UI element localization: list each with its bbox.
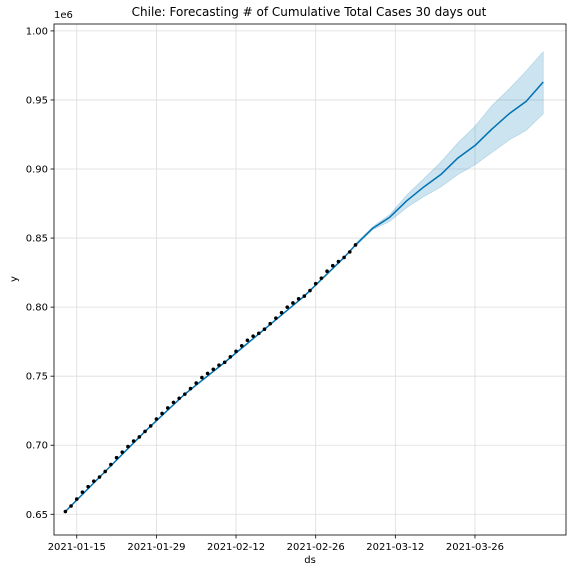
observed-point — [86, 484, 90, 489]
y-tick-label: 0.70 — [26, 441, 48, 452]
observed-point — [313, 281, 318, 286]
y-tick-label: 0.65 — [26, 510, 48, 521]
y-tick-label: 1.00 — [26, 26, 48, 37]
observed-point — [217, 363, 221, 367]
x-tick-label: 2021-02-26 — [287, 542, 345, 553]
observed-point — [222, 360, 227, 365]
plot-frame — [53, 23, 567, 536]
observed-point — [120, 450, 125, 454]
observed-point — [137, 435, 142, 439]
observed-point — [69, 504, 73, 508]
observed-point — [183, 392, 187, 396]
observed-point — [143, 429, 147, 434]
x-tick-label: 2021-03-12 — [366, 542, 424, 553]
y-tick-label: 0.75 — [26, 372, 48, 383]
observed-point — [239, 343, 244, 348]
observed-point — [330, 263, 335, 268]
observed-point — [245, 338, 250, 343]
observed-point — [291, 301, 295, 305]
observed-point — [296, 297, 301, 301]
y-offset-label: 1e6 — [54, 10, 73, 21]
observed-point — [188, 386, 193, 391]
observed-point — [97, 475, 102, 479]
observed-point — [131, 439, 136, 443]
observed-point — [325, 269, 329, 274]
x-tick-label: 2021-02-12 — [207, 542, 265, 553]
observed-point — [285, 305, 290, 309]
observed-point — [148, 424, 153, 428]
x-tick-label: 2021-01-29 — [127, 542, 185, 553]
grid-layer — [54, 24, 566, 535]
observed-point — [165, 406, 170, 410]
observed-point — [279, 310, 284, 315]
observed-point — [262, 327, 267, 332]
observed-point — [114, 455, 119, 460]
observed-point — [205, 371, 210, 376]
observed-point — [177, 396, 181, 401]
observed-point — [171, 400, 176, 405]
observed-point — [63, 509, 68, 514]
observed-point — [274, 316, 278, 320]
observed-point — [319, 276, 324, 280]
observed-point — [80, 490, 85, 494]
y-tick-label: 0.90 — [26, 165, 48, 176]
observed-point — [74, 497, 79, 501]
observed-point — [109, 462, 113, 467]
observed-point — [160, 411, 164, 416]
observed-point — [257, 331, 261, 336]
y-tick-label: 0.80 — [26, 303, 48, 314]
observed-point — [200, 375, 204, 380]
observed-point — [126, 444, 130, 449]
observed-point — [211, 367, 216, 372]
y-tick-label: 0.85 — [26, 234, 48, 245]
observed-point — [308, 288, 312, 293]
x-tick-label: 2021-03-26 — [446, 542, 504, 553]
observed-point — [302, 294, 307, 298]
observed-point — [353, 243, 358, 247]
observed-point — [348, 250, 352, 254]
x-tick-label: 2021-01-15 — [48, 542, 106, 553]
observed-point — [194, 381, 199, 385]
x-axis-label: ds — [304, 555, 316, 566]
observed-point — [103, 469, 107, 474]
observed-point — [234, 349, 238, 354]
observed-point — [268, 321, 272, 326]
observed-point — [342, 255, 346, 260]
observed-point — [92, 479, 96, 483]
chart-title: Chile: Forecasting # of Cumulative Total… — [132, 5, 487, 19]
observed-point — [251, 334, 255, 338]
point-layer — [63, 243, 358, 514]
observed-point — [154, 417, 159, 421]
observed-point — [228, 355, 233, 359]
observed-point — [336, 259, 341, 264]
y-tick-label: 0.95 — [26, 95, 48, 106]
tick-layer: 2021-01-15 2021-01-29 2021-02-12 2021-02-26… — [26, 26, 504, 553]
y-axis-label: y — [9, 276, 20, 282]
